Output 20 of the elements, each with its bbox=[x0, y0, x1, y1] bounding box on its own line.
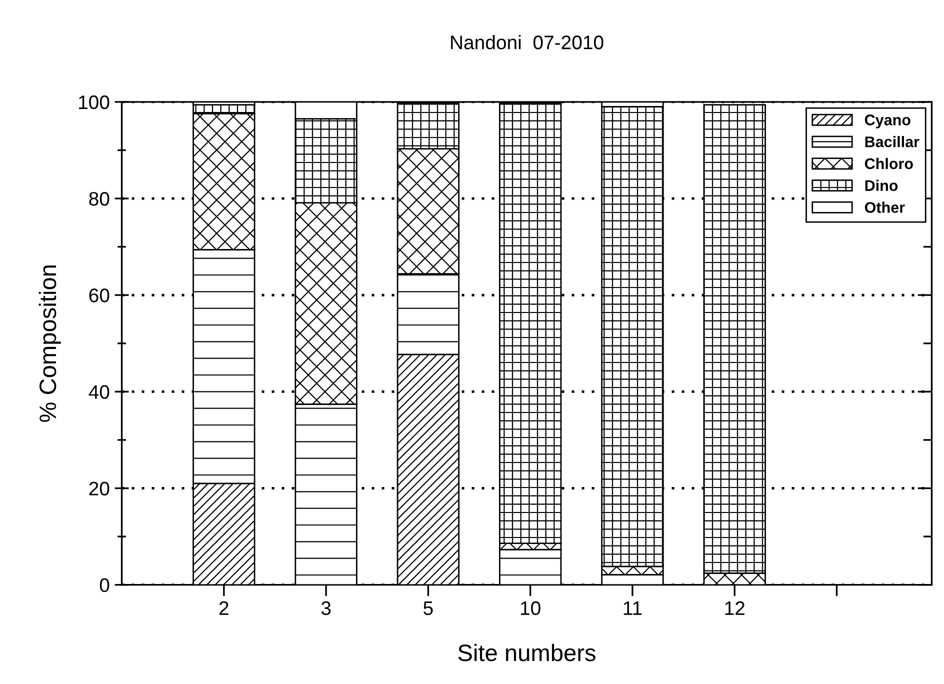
x-tick-label: 12 bbox=[725, 601, 744, 615]
x-tick-label: 5 bbox=[424, 602, 433, 616]
y-tick-label: 60 bbox=[89, 288, 110, 302]
x-tick-label: 2 bbox=[219, 601, 228, 615]
x-tick-label: 10 bbox=[520, 601, 540, 616]
y-tick-label: 0 bbox=[100, 578, 110, 592]
y-tick-label: 40 bbox=[88, 385, 110, 399]
x-tick-label: 11 bbox=[624, 602, 642, 615]
legend-label: Dino bbox=[865, 180, 898, 191]
y-axis-title: % Composition bbox=[38, 266, 61, 422]
legend-label: Other bbox=[864, 202, 905, 213]
chart-title: Nandoni 07-2010 bbox=[451, 35, 604, 50]
legend-label: Bacillar bbox=[865, 136, 920, 148]
y-tick-label: 100 bbox=[79, 95, 110, 110]
legend-label: Cyano bbox=[864, 114, 910, 128]
y-tick-label: 20 bbox=[89, 482, 110, 496]
y-tick-label: 80 bbox=[89, 192, 110, 206]
x-axis-title: Site numbers bbox=[458, 644, 596, 662]
legend-label: Chloro bbox=[864, 158, 913, 170]
x-tick-label: 3 bbox=[321, 601, 331, 616]
